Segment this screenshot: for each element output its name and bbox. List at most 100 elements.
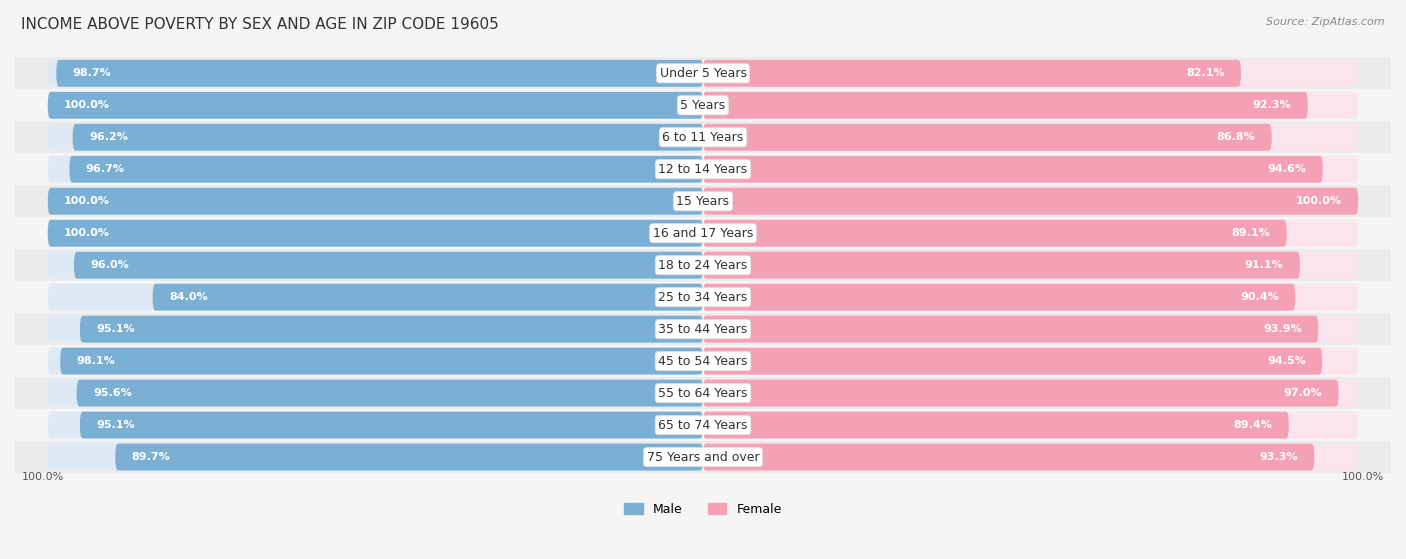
FancyBboxPatch shape [60,348,703,375]
FancyBboxPatch shape [703,444,1315,471]
Text: 94.6%: 94.6% [1267,164,1306,174]
FancyBboxPatch shape [56,60,703,87]
FancyBboxPatch shape [703,220,1286,247]
Text: 82.1%: 82.1% [1185,68,1225,78]
Text: 89.7%: 89.7% [132,452,170,462]
Bar [15,441,1391,473]
Bar [15,153,1391,185]
FancyBboxPatch shape [80,316,703,343]
Bar [15,313,1391,345]
Text: 84.0%: 84.0% [169,292,208,302]
FancyBboxPatch shape [76,380,703,406]
FancyBboxPatch shape [48,411,703,438]
Text: 98.7%: 98.7% [73,68,111,78]
FancyBboxPatch shape [80,411,703,438]
FancyBboxPatch shape [48,156,703,183]
FancyBboxPatch shape [48,188,703,215]
Bar [15,345,1391,377]
FancyBboxPatch shape [703,316,1319,343]
Text: Under 5 Years: Under 5 Years [659,67,747,80]
Text: 16 and 17 Years: 16 and 17 Years [652,227,754,240]
FancyBboxPatch shape [703,124,1272,151]
Text: 95.6%: 95.6% [93,388,132,398]
FancyBboxPatch shape [703,60,1241,87]
Text: 100.0%: 100.0% [65,100,110,110]
Bar [15,185,1391,217]
Text: 89.4%: 89.4% [1233,420,1272,430]
Text: 86.8%: 86.8% [1216,132,1256,143]
Text: 90.4%: 90.4% [1240,292,1279,302]
Text: 6 to 11 Years: 6 to 11 Years [662,131,744,144]
Bar [15,121,1391,153]
FancyBboxPatch shape [48,380,703,406]
FancyBboxPatch shape [48,92,703,119]
FancyBboxPatch shape [48,252,703,278]
FancyBboxPatch shape [703,60,1358,87]
FancyBboxPatch shape [48,188,703,215]
Bar [15,409,1391,441]
Bar [15,89,1391,121]
FancyBboxPatch shape [703,284,1358,311]
Text: 15 Years: 15 Years [676,195,730,208]
FancyBboxPatch shape [703,252,1358,278]
Text: 93.9%: 93.9% [1263,324,1302,334]
FancyBboxPatch shape [48,316,703,343]
FancyBboxPatch shape [703,252,1301,278]
FancyBboxPatch shape [703,188,1358,215]
Text: 92.3%: 92.3% [1253,100,1291,110]
FancyBboxPatch shape [48,60,703,87]
Text: 100.0%: 100.0% [1296,196,1341,206]
Bar [15,377,1391,409]
FancyBboxPatch shape [703,411,1358,438]
Text: 35 to 44 Years: 35 to 44 Years [658,323,748,335]
Text: 96.2%: 96.2% [89,132,128,143]
FancyBboxPatch shape [703,380,1339,406]
Text: INCOME ABOVE POVERTY BY SEX AND AGE IN ZIP CODE 19605: INCOME ABOVE POVERTY BY SEX AND AGE IN Z… [21,17,499,32]
Text: 91.1%: 91.1% [1244,260,1284,270]
Bar [15,281,1391,313]
FancyBboxPatch shape [703,380,1358,406]
Text: 45 to 54 Years: 45 to 54 Years [658,354,748,368]
Text: 89.1%: 89.1% [1232,228,1271,238]
FancyBboxPatch shape [703,188,1358,215]
Text: 100.0%: 100.0% [65,228,110,238]
Text: 75 Years and over: 75 Years and over [647,451,759,463]
Bar [15,58,1391,89]
FancyBboxPatch shape [703,156,1323,183]
Text: 95.1%: 95.1% [96,324,135,334]
FancyBboxPatch shape [703,92,1308,119]
FancyBboxPatch shape [48,284,703,311]
Text: 96.7%: 96.7% [86,164,125,174]
FancyBboxPatch shape [703,124,1358,151]
Text: 25 to 34 Years: 25 to 34 Years [658,291,748,304]
FancyBboxPatch shape [703,348,1322,375]
FancyBboxPatch shape [48,220,703,247]
FancyBboxPatch shape [48,348,703,375]
Text: 100.0%: 100.0% [1343,472,1385,482]
FancyBboxPatch shape [48,220,703,247]
FancyBboxPatch shape [703,316,1358,343]
Text: 97.0%: 97.0% [1284,388,1322,398]
Text: 55 to 64 Years: 55 to 64 Years [658,387,748,400]
Bar [15,249,1391,281]
FancyBboxPatch shape [703,220,1358,247]
FancyBboxPatch shape [153,284,703,311]
Bar [15,217,1391,249]
Text: 5 Years: 5 Years [681,99,725,112]
FancyBboxPatch shape [75,252,703,278]
FancyBboxPatch shape [703,444,1358,471]
Text: 100.0%: 100.0% [21,472,63,482]
Text: 98.1%: 98.1% [76,356,115,366]
FancyBboxPatch shape [48,92,703,119]
FancyBboxPatch shape [73,124,703,151]
FancyBboxPatch shape [48,124,703,151]
FancyBboxPatch shape [703,348,1358,375]
Legend: Male, Female: Male, Female [619,498,787,520]
FancyBboxPatch shape [703,284,1295,311]
Text: 94.5%: 94.5% [1267,356,1306,366]
Text: 96.0%: 96.0% [90,260,129,270]
Text: Source: ZipAtlas.com: Source: ZipAtlas.com [1267,17,1385,27]
Text: 18 to 24 Years: 18 to 24 Years [658,259,748,272]
Text: 65 to 74 Years: 65 to 74 Years [658,419,748,432]
Text: 100.0%: 100.0% [65,196,110,206]
